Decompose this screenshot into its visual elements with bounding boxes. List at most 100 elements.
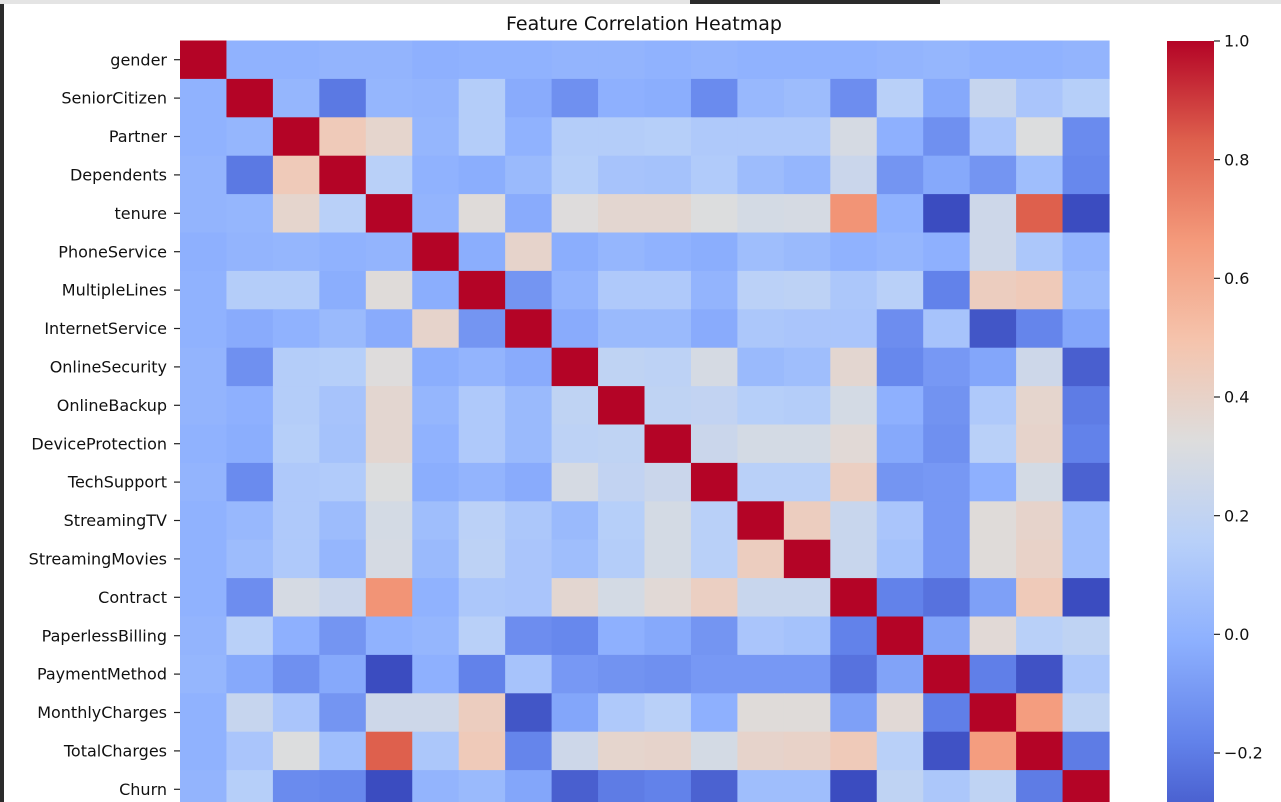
heatmap-cell [551, 424, 599, 464]
heatmap-cell [1062, 693, 1110, 733]
heatmap-cell [1062, 578, 1110, 618]
heatmap-cell [551, 539, 599, 579]
heatmap-cell [737, 347, 785, 387]
heatmap-cell [226, 578, 274, 618]
heatmap-cell [505, 232, 553, 272]
heatmap-cell [180, 309, 228, 349]
heatmap-cell [969, 232, 1017, 272]
heatmap-cell [644, 386, 692, 426]
y-tick-label-payment-method: PaymentMethod [37, 665, 167, 684]
heatmap-cell [923, 578, 971, 618]
heatmap-cell [458, 578, 506, 618]
heatmap-cell [551, 309, 599, 349]
heatmap-cell [737, 770, 785, 802]
heatmap-cell [923, 770, 971, 802]
heatmap-cell [923, 232, 971, 272]
heatmap-cell [458, 117, 506, 157]
heatmap-cell [783, 309, 831, 349]
y-tick-label-gender: gender [110, 50, 167, 69]
heatmap-cell [923, 155, 971, 195]
heatmap-cell [505, 155, 553, 195]
heatmap-cell [365, 693, 413, 733]
heatmap-cell [180, 347, 228, 387]
heatmap-cell [737, 501, 785, 541]
heatmap-cell [458, 155, 506, 195]
heatmap-cell [505, 424, 553, 464]
heatmap-cell [365, 654, 413, 694]
heatmap-cell [272, 578, 320, 618]
heatmap-cell [272, 270, 320, 310]
heatmap-cell [319, 40, 367, 80]
heatmap-cell [923, 347, 971, 387]
heatmap-cell [969, 117, 1017, 157]
heatmap-cell [690, 731, 738, 771]
heatmap-cell [1062, 616, 1110, 656]
heatmap-cell [969, 693, 1017, 733]
heatmap-cell [505, 386, 553, 426]
heatmap-cell [319, 232, 367, 272]
heatmap-cell [365, 424, 413, 464]
heatmap-cell [365, 539, 413, 579]
heatmap-cell [876, 693, 924, 733]
heatmap-cell [690, 501, 738, 541]
heatmap-cell [690, 424, 738, 464]
heatmap-cell [226, 654, 274, 694]
heatmap-cell [272, 693, 320, 733]
heatmap-cell [505, 616, 553, 656]
y-tick-label-paperless-billing: PaperlessBilling [42, 626, 167, 645]
heatmap-cell [365, 232, 413, 272]
heatmap-cell [644, 78, 692, 118]
y-tick-label-streaming-movies: StreamingMovies [29, 550, 167, 569]
heatmap-cell [783, 501, 831, 541]
heatmap-cell [505, 40, 553, 80]
heatmap-cell [644, 270, 692, 310]
heatmap-cell [1016, 194, 1064, 234]
heatmap-cell [412, 539, 460, 579]
heatmap-cell [923, 78, 971, 118]
heatmap-cell [180, 462, 228, 502]
heatmap-cell [1062, 270, 1110, 310]
heatmap-cell [180, 578, 228, 618]
heatmap-cell [830, 117, 878, 157]
y-tick-label-device-protection: DeviceProtection [31, 434, 167, 453]
heatmap-cell [598, 462, 646, 502]
heatmap-cell [690, 347, 738, 387]
heatmap-cell [923, 194, 971, 234]
heatmap-cell [783, 117, 831, 157]
heatmap-cell [783, 770, 831, 802]
heatmap-cell [319, 155, 367, 195]
heatmap-cell [551, 654, 599, 694]
heatmap-cell [1062, 78, 1110, 118]
heatmap-cell [969, 539, 1017, 579]
heatmap-cell [783, 155, 831, 195]
heatmap-cell [272, 347, 320, 387]
heatmap-cell [180, 770, 228, 802]
heatmap-cell [272, 424, 320, 464]
heatmap-cell [876, 501, 924, 541]
heatmap-cell [1016, 654, 1064, 694]
heatmap-cell [412, 386, 460, 426]
heatmap-cell [1062, 40, 1110, 80]
heatmap-cell [923, 731, 971, 771]
heatmap-cell [180, 424, 228, 464]
heatmap-cell [272, 654, 320, 694]
heatmap-cell [412, 424, 460, 464]
heatmap-cell [644, 578, 692, 618]
heatmap-cell [876, 194, 924, 234]
heatmap-cell [226, 386, 274, 426]
heatmap-cell [1016, 309, 1064, 349]
heatmap-cell [690, 270, 738, 310]
heatmap-cell [598, 78, 646, 118]
heatmap-cell [226, 731, 274, 771]
heatmap-cell [505, 578, 553, 618]
heatmap-cell [365, 270, 413, 310]
heatmap-cell [458, 309, 506, 349]
heatmap-cell [690, 386, 738, 426]
heatmap-cell [226, 347, 274, 387]
heatmap-cell [458, 347, 506, 387]
heatmap-cell [412, 654, 460, 694]
heatmap-cell [737, 462, 785, 502]
heatmap-cell [1016, 232, 1064, 272]
heatmap-cell [412, 616, 460, 656]
heatmap-cell [644, 731, 692, 771]
